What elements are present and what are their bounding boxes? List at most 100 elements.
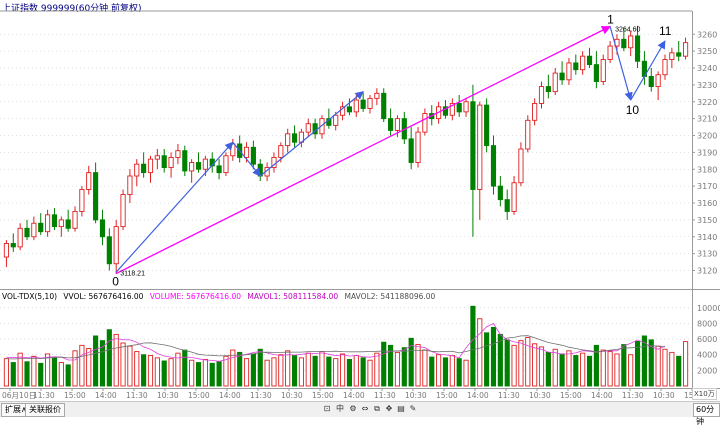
candlestick-series: [3, 25, 689, 274]
volume-bar: [72, 350, 78, 387]
page-icon[interactable]: ▤: [397, 404, 405, 413]
volume-tick-label: 6000: [697, 335, 717, 344]
period-selector[interactable]: 60分钟: [693, 403, 720, 426]
candle-body: [51, 214, 58, 228]
time-tick-label: 14:00: [343, 391, 365, 400]
volume-bar: [628, 354, 634, 387]
candle-body: [648, 75, 654, 88]
candle-body: [230, 143, 236, 157]
candle-body: [422, 113, 428, 133]
volume-bar: [141, 354, 147, 387]
wave-label-1: 1: [607, 12, 614, 26]
time-tick-label: 11:30: [498, 391, 520, 400]
pan-icon[interactable]: ✥: [385, 404, 393, 413]
candle-body: [17, 227, 23, 248]
price-tick-label: 3260: [697, 30, 717, 39]
time-tick-label: 11:30: [622, 391, 644, 400]
volume-bar: [17, 352, 23, 387]
candle-body: [628, 35, 634, 49]
candle-body: [607, 45, 613, 61]
candle-body: [24, 227, 30, 238]
candle-body: [79, 189, 85, 212]
volume-bar: [230, 349, 236, 387]
dual-window-icon[interactable]: ⧉: [374, 404, 380, 413]
candle-body: [175, 150, 181, 158]
candle-body: [154, 155, 160, 160]
chinese-icon[interactable]: 中: [336, 404, 344, 413]
volume-bar: [305, 352, 311, 387]
volume-bar: [3, 358, 10, 387]
volume-bar: [374, 352, 380, 387]
candle-body: [484, 104, 490, 147]
volume-bar: [662, 348, 668, 387]
volume-bar: [99, 340, 106, 387]
volume-bar: [202, 358, 208, 387]
candle-body: [634, 35, 641, 62]
wave-segment: [259, 91, 364, 177]
time-tick-label: 15:00: [312, 391, 334, 400]
candle-body: [291, 133, 298, 143]
candle-body: [31, 222, 37, 238]
volume-bar: [298, 357, 304, 387]
wave-label-0: 0: [112, 275, 119, 289]
candle-body: [339, 106, 346, 116]
volume-bar: [388, 344, 394, 387]
volume-bar: [669, 351, 675, 387]
price-tick-label: 3250: [697, 47, 717, 56]
volume-bar: [86, 348, 92, 387]
volume-bar: [154, 357, 160, 387]
volume-bar: [45, 353, 51, 387]
wave-label-10: 10: [626, 103, 640, 117]
volume-bar: [223, 355, 229, 387]
tab-related-quotes[interactable]: 关联报价: [25, 403, 65, 417]
time-tick-label: 11:30: [126, 391, 148, 400]
candle-body: [552, 72, 558, 93]
candle-body: [141, 163, 147, 174]
candle-body: [319, 118, 325, 135]
wrench-icon[interactable]: ✎: [409, 404, 417, 413]
candle-body: [182, 150, 188, 172]
wave-segment: [115, 141, 234, 273]
candle-body: [333, 114, 339, 126]
candle-body: [367, 97, 373, 109]
candle-body: [532, 102, 538, 121]
high-price-label: 3264.60: [615, 26, 640, 33]
candle-body: [518, 148, 524, 184]
volume-bar: [463, 359, 469, 387]
zoom-icon[interactable]: ⊡: [323, 404, 331, 413]
candle-body: [243, 146, 250, 158]
candle-body: [374, 92, 380, 99]
candle-body: [223, 155, 229, 174]
volume-bar: [621, 344, 627, 387]
volume-bar: [216, 361, 222, 387]
candle-body: [621, 38, 627, 49]
bottom-toolbar: 扩展∧ 关联报价 ⊡ 中 ⚙ ⇔ ⧉ ✥ ▤ ✎ 60分钟: [0, 401, 720, 426]
volume-bar: [614, 353, 620, 387]
time-tick-label: 11:30: [250, 391, 272, 400]
volume-bar: [408, 337, 414, 387]
chart-canvas[interactable]: 3260 3250 3240 3230 3220 3210 3200 3190 3180 3170…: [0, 0, 720, 416]
candle-body: [538, 86, 545, 104]
chart-title: 上证指数 999999(60分钟 前复权): [2, 4, 142, 14]
price-tick-label: 3180: [697, 165, 717, 174]
price-tick-label: 3200: [697, 132, 717, 141]
candle-body: [353, 99, 359, 113]
candle-body: [504, 199, 510, 212]
volume-bar: [580, 352, 586, 387]
candle-body: [195, 162, 202, 170]
gear-icon[interactable]: ⚙: [349, 404, 357, 413]
candle-body: [573, 62, 579, 71]
volume-bar: [31, 355, 37, 387]
candle-body: [127, 175, 133, 196]
indicator-mavol2: MAVOL2: 541188096.00: [344, 292, 436, 301]
time-tick-label: 10:30: [529, 391, 551, 400]
volume-bar: [436, 354, 442, 387]
candle-body: [3, 243, 10, 258]
candle-body: [202, 158, 208, 170]
candle-body: [346, 106, 353, 113]
volume-bar: [189, 359, 195, 387]
candle-body: [580, 55, 586, 71]
left-right-icon[interactable]: ⇔: [361, 404, 369, 413]
candle-body: [381, 92, 387, 120]
